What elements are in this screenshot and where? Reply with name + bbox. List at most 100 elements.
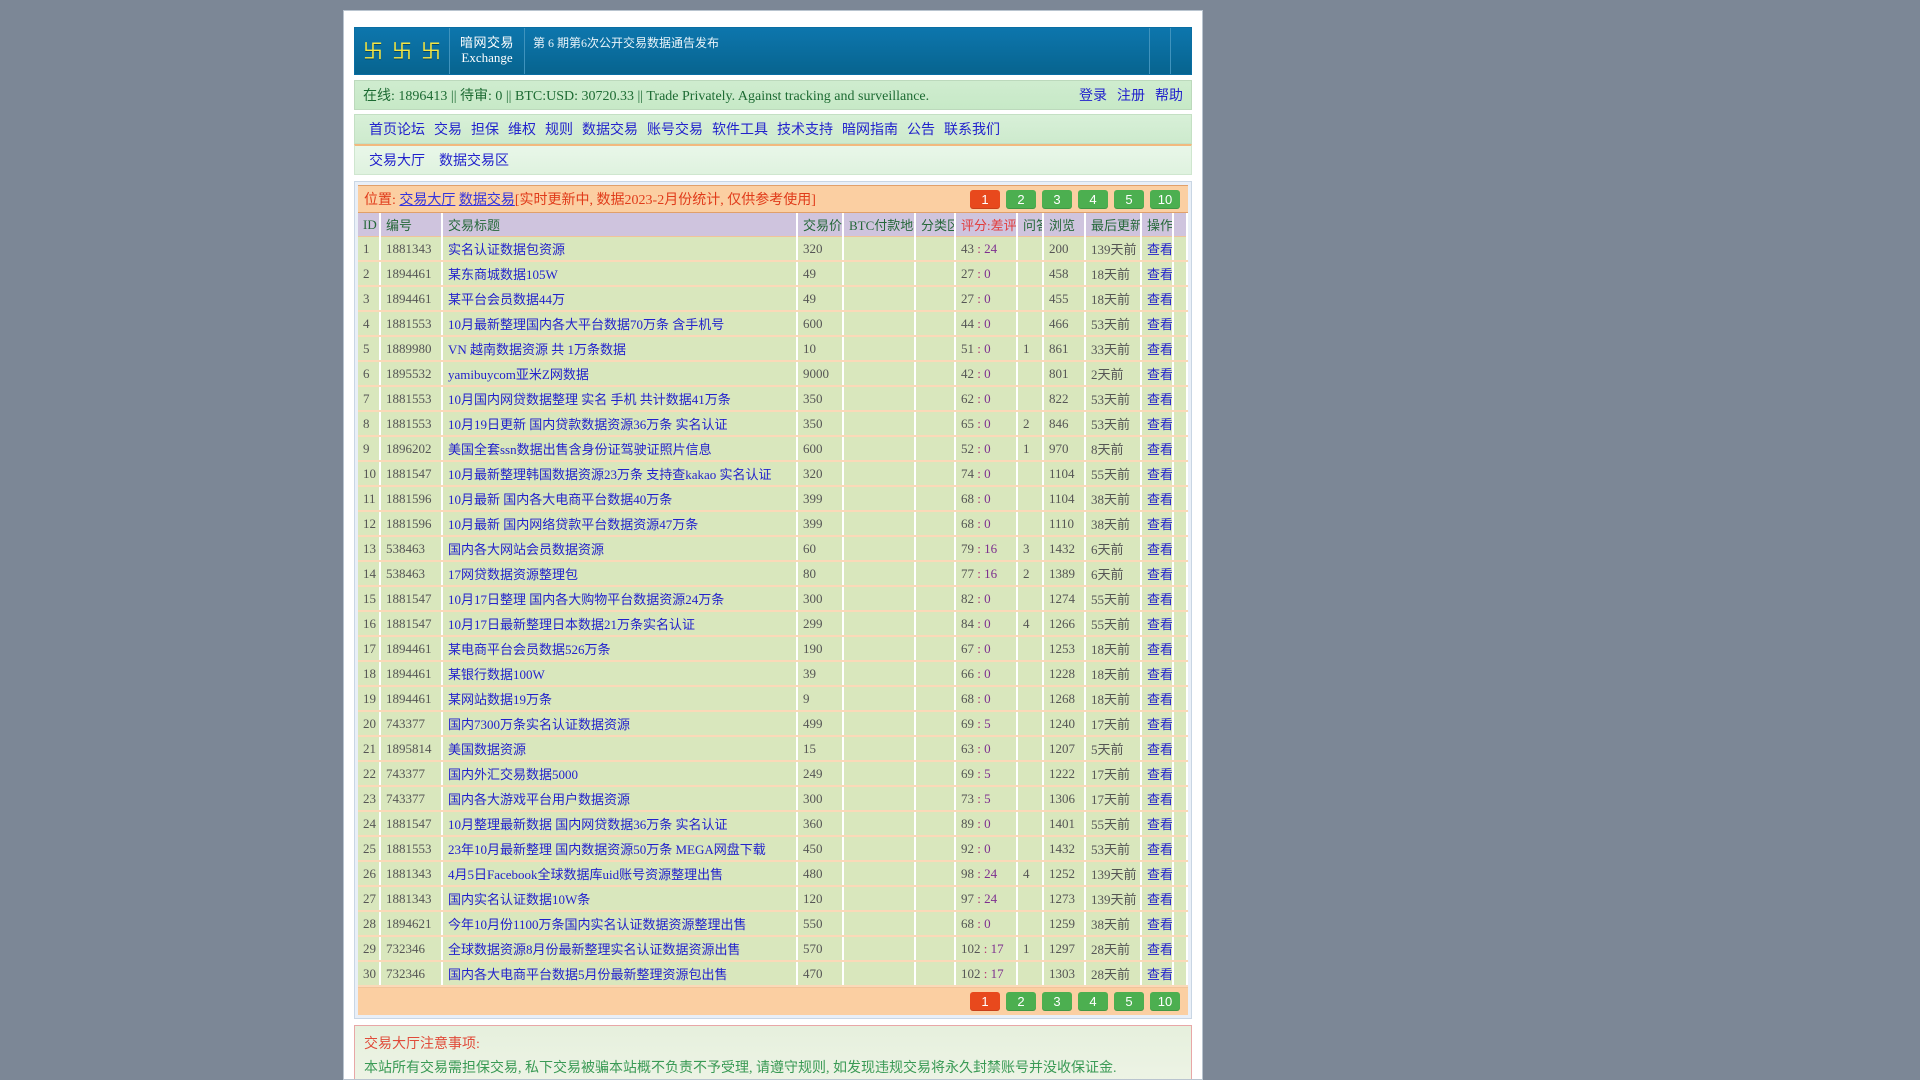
subnav-item-data-zone[interactable]: 数据交易区 bbox=[439, 154, 509, 169]
view-listing-button[interactable]: 查看 bbox=[1147, 817, 1173, 832]
row-title[interactable]: 全球数据资源8月份最新整理实名认证数据资源出售 bbox=[442, 936, 798, 962]
table-row[interactable]: 28 1894621 今年10月份1100万条国内实名认证数据资源整理出售 550 68… bbox=[358, 911, 1188, 937]
table-row[interactable]: 19 1894461 某网站数据19万条 9 68 : 0 1268 18天前 查看 bbox=[358, 686, 1188, 712]
row-actions[interactable]: 查看 bbox=[1141, 961, 1174, 987]
row-actions[interactable]: 查看 bbox=[1141, 686, 1174, 712]
row-title[interactable]: 10月最新整理国内各大平台数据70万条 含手机号 bbox=[442, 311, 798, 337]
row-actions[interactable]: 查看 bbox=[1141, 761, 1174, 787]
nav-item-8[interactable]: 技术支持 bbox=[777, 123, 833, 138]
page-button-1[interactable]: 1 bbox=[970, 189, 1000, 209]
listing-title-link[interactable]: 10月19日更新 国内贷款数据资源36万条 实名认证 bbox=[448, 417, 728, 432]
nav-item-11[interactable]: 联系我们 bbox=[944, 123, 1000, 138]
listing-title-link[interactable]: 实名认证数据包资源 bbox=[448, 242, 566, 257]
row-title[interactable]: 今年10月份1100万条国内实名认证数据资源整理出售 bbox=[442, 911, 798, 937]
page-button-10[interactable]: 10 bbox=[1150, 189, 1180, 209]
row-title[interactable]: 国内各大游戏平台用户数据资源 bbox=[442, 786, 798, 812]
view-listing-button[interactable]: 查看 bbox=[1147, 867, 1173, 882]
page-button-bottom-1[interactable]: 1 bbox=[970, 992, 1000, 1011]
row-actions[interactable]: 查看 bbox=[1141, 611, 1174, 637]
table-row[interactable]: 24 1881547 10月整理最新数据 国内网贷数据36万条 实名认证 360 89 … bbox=[358, 811, 1188, 837]
row-title[interactable]: 10月17日整理 国内各大购物平台数据资源24万条 bbox=[442, 586, 798, 612]
view-listing-button[interactable]: 查看 bbox=[1147, 442, 1173, 457]
view-listing-button[interactable]: 查看 bbox=[1147, 367, 1173, 382]
view-listing-button[interactable]: 查看 bbox=[1147, 242, 1173, 257]
listing-title-link[interactable]: 美国数据资源 bbox=[448, 742, 527, 757]
view-listing-button[interactable]: 查看 bbox=[1147, 967, 1173, 982]
row-title[interactable]: 国内7300万条实名认证数据资源 bbox=[442, 711, 798, 737]
row-title[interactable]: VN 越南数据资源 共 1万条数据 bbox=[442, 336, 798, 362]
view-listing-button[interactable]: 查看 bbox=[1147, 292, 1173, 307]
nav-item-3[interactable]: 维权 bbox=[508, 123, 536, 138]
row-title[interactable]: 4月5日Facebook全球数据库uid账号资源整理出售 bbox=[442, 861, 798, 887]
row-actions[interactable]: 查看 bbox=[1141, 586, 1174, 612]
row-actions[interactable]: 查看 bbox=[1141, 311, 1174, 337]
row-actions[interactable]: 查看 bbox=[1141, 911, 1174, 937]
row-title[interactable]: 某东商城数据105W bbox=[442, 261, 798, 287]
row-title[interactable]: 10月国内网贷数据整理 实名 手机 共计数据41万条 bbox=[442, 386, 798, 412]
row-actions[interactable]: 查看 bbox=[1141, 886, 1174, 912]
view-listing-button[interactable]: 查看 bbox=[1147, 717, 1173, 732]
table-row[interactable]: 3 1894461 某平台会员数据44万 49 27 : 0 455 18天前 查看 bbox=[358, 286, 1188, 312]
table-row[interactable]: 2 1894461 某东商城数据105W 49 27 : 0 458 18天前 查看 bbox=[358, 261, 1188, 287]
table-row[interactable]: 10 1881547 10月最新整理韩国数据资源23万条 支持查kakao 实名认证… bbox=[358, 461, 1188, 487]
listing-title-link[interactable]: 4月5日Facebook全球数据库uid账号资源整理出售 bbox=[448, 867, 724, 882]
listing-title-link[interactable]: 国内外汇交易数据5000 bbox=[448, 767, 579, 782]
table-row[interactable]: 20 743377 国内7300万条实名认证数据资源 499 69 : 5 1240 17天… bbox=[358, 711, 1188, 737]
view-listing-button[interactable]: 查看 bbox=[1147, 592, 1173, 607]
view-listing-button[interactable]: 查看 bbox=[1147, 942, 1173, 957]
row-title[interactable]: 某网站数据19万条 bbox=[442, 686, 798, 712]
nav-item-4[interactable]: 规则 bbox=[545, 123, 573, 138]
table-row[interactable]: 1 1881343 实名认证数据包资源 320 43 : 24 200 139天前 查看 bbox=[358, 236, 1188, 262]
page-button-bottom-4[interactable]: 4 bbox=[1078, 992, 1108, 1011]
row-actions[interactable]: 查看 bbox=[1141, 511, 1174, 537]
view-listing-button[interactable]: 查看 bbox=[1147, 692, 1173, 707]
row-actions[interactable]: 查看 bbox=[1141, 661, 1174, 687]
row-title[interactable]: 某银行数据100W bbox=[442, 661, 798, 687]
listing-title-link[interactable]: 某平台会员数据44万 bbox=[448, 292, 566, 307]
table-row[interactable]: 8 1881553 10月19日更新 国内贷款数据资源36万条 实名认证 350 65 … bbox=[358, 411, 1188, 437]
view-listing-button[interactable]: 查看 bbox=[1147, 392, 1173, 407]
col-header-id[interactable]: ID bbox=[358, 213, 381, 237]
listing-title-link[interactable]: 国内7300万条实名认证数据资源 bbox=[448, 717, 631, 732]
nav-item-0[interactable]: 首页论坛 bbox=[369, 123, 425, 138]
row-title[interactable]: 10月17日最新整理日本数据21万条实名认证 bbox=[442, 611, 798, 637]
page-button-bottom-2[interactable]: 2 bbox=[1006, 992, 1036, 1011]
view-listing-button[interactable]: 查看 bbox=[1147, 767, 1173, 782]
col-header-category[interactable]: 分类区 bbox=[915, 213, 956, 237]
help-link[interactable]: 帮助 bbox=[1155, 89, 1183, 104]
listing-title-link[interactable]: 10月整理最新数据 国内网贷数据36万条 实名认证 bbox=[448, 817, 728, 832]
page-button-5[interactable]: 5 bbox=[1114, 189, 1144, 209]
table-row[interactable]: 18 1894461 某银行数据100W 39 66 : 0 1228 18天前 查看 bbox=[358, 661, 1188, 687]
table-row[interactable]: 23 743377 国内各大游戏平台用户数据资源 300 73 : 5 1306 17天前查… bbox=[358, 786, 1188, 812]
row-actions[interactable]: 查看 bbox=[1141, 486, 1174, 512]
nav-item-7[interactable]: 软件工具 bbox=[712, 123, 768, 138]
col-header-questions[interactable]: 问答 bbox=[1017, 213, 1044, 237]
view-listing-button[interactable]: 查看 bbox=[1147, 317, 1173, 332]
row-actions[interactable]: 查看 bbox=[1141, 711, 1174, 737]
col-header-updated[interactable]: 最后更新 bbox=[1085, 213, 1142, 237]
listing-title-link[interactable]: 10月最新整理国内各大平台数据70万条 含手机号 bbox=[448, 317, 725, 332]
view-listing-button[interactable]: 查看 bbox=[1147, 517, 1173, 532]
view-listing-button[interactable]: 查看 bbox=[1147, 642, 1173, 657]
col-header-actions[interactable]: 操作 bbox=[1141, 213, 1174, 237]
view-listing-button[interactable]: 查看 bbox=[1147, 667, 1173, 682]
row-actions[interactable]: 查看 bbox=[1141, 636, 1174, 662]
table-row[interactable]: 26 1881343 4月5日Facebook全球数据库uid账号资源整理出售 480… bbox=[358, 861, 1188, 887]
row-actions[interactable]: 查看 bbox=[1141, 411, 1174, 437]
view-listing-button[interactable]: 查看 bbox=[1147, 792, 1173, 807]
listing-title-link[interactable]: 某东商城数据105W bbox=[448, 267, 558, 282]
view-listing-button[interactable]: 查看 bbox=[1147, 267, 1173, 282]
view-listing-button[interactable]: 查看 bbox=[1147, 742, 1173, 757]
view-listing-button[interactable]: 查看 bbox=[1147, 617, 1173, 632]
col-header-views[interactable]: 浏览 bbox=[1043, 213, 1086, 237]
table-row[interactable]: 15 1881547 10月17日整理 国内各大购物平台数据资源24万条 300 82 … bbox=[358, 586, 1188, 612]
listing-title-link[interactable]: 23年10月最新整理 国内数据资源50万条 MEGA网盘下载 bbox=[448, 842, 766, 857]
view-listing-button[interactable]: 查看 bbox=[1147, 892, 1173, 907]
table-row[interactable]: 17 1894461 某电商平台会员数据526万条 190 67 : 0 1253 18天前… bbox=[358, 636, 1188, 662]
nav-item-9[interactable]: 暗网指南 bbox=[842, 123, 898, 138]
listing-title-link[interactable]: 某银行数据100W bbox=[448, 667, 545, 682]
listing-title-link[interactable]: 10月国内网贷数据整理 实名 手机 共计数据41万条 bbox=[448, 392, 731, 407]
view-listing-button[interactable]: 查看 bbox=[1147, 567, 1173, 582]
view-listing-button[interactable]: 查看 bbox=[1147, 342, 1173, 357]
